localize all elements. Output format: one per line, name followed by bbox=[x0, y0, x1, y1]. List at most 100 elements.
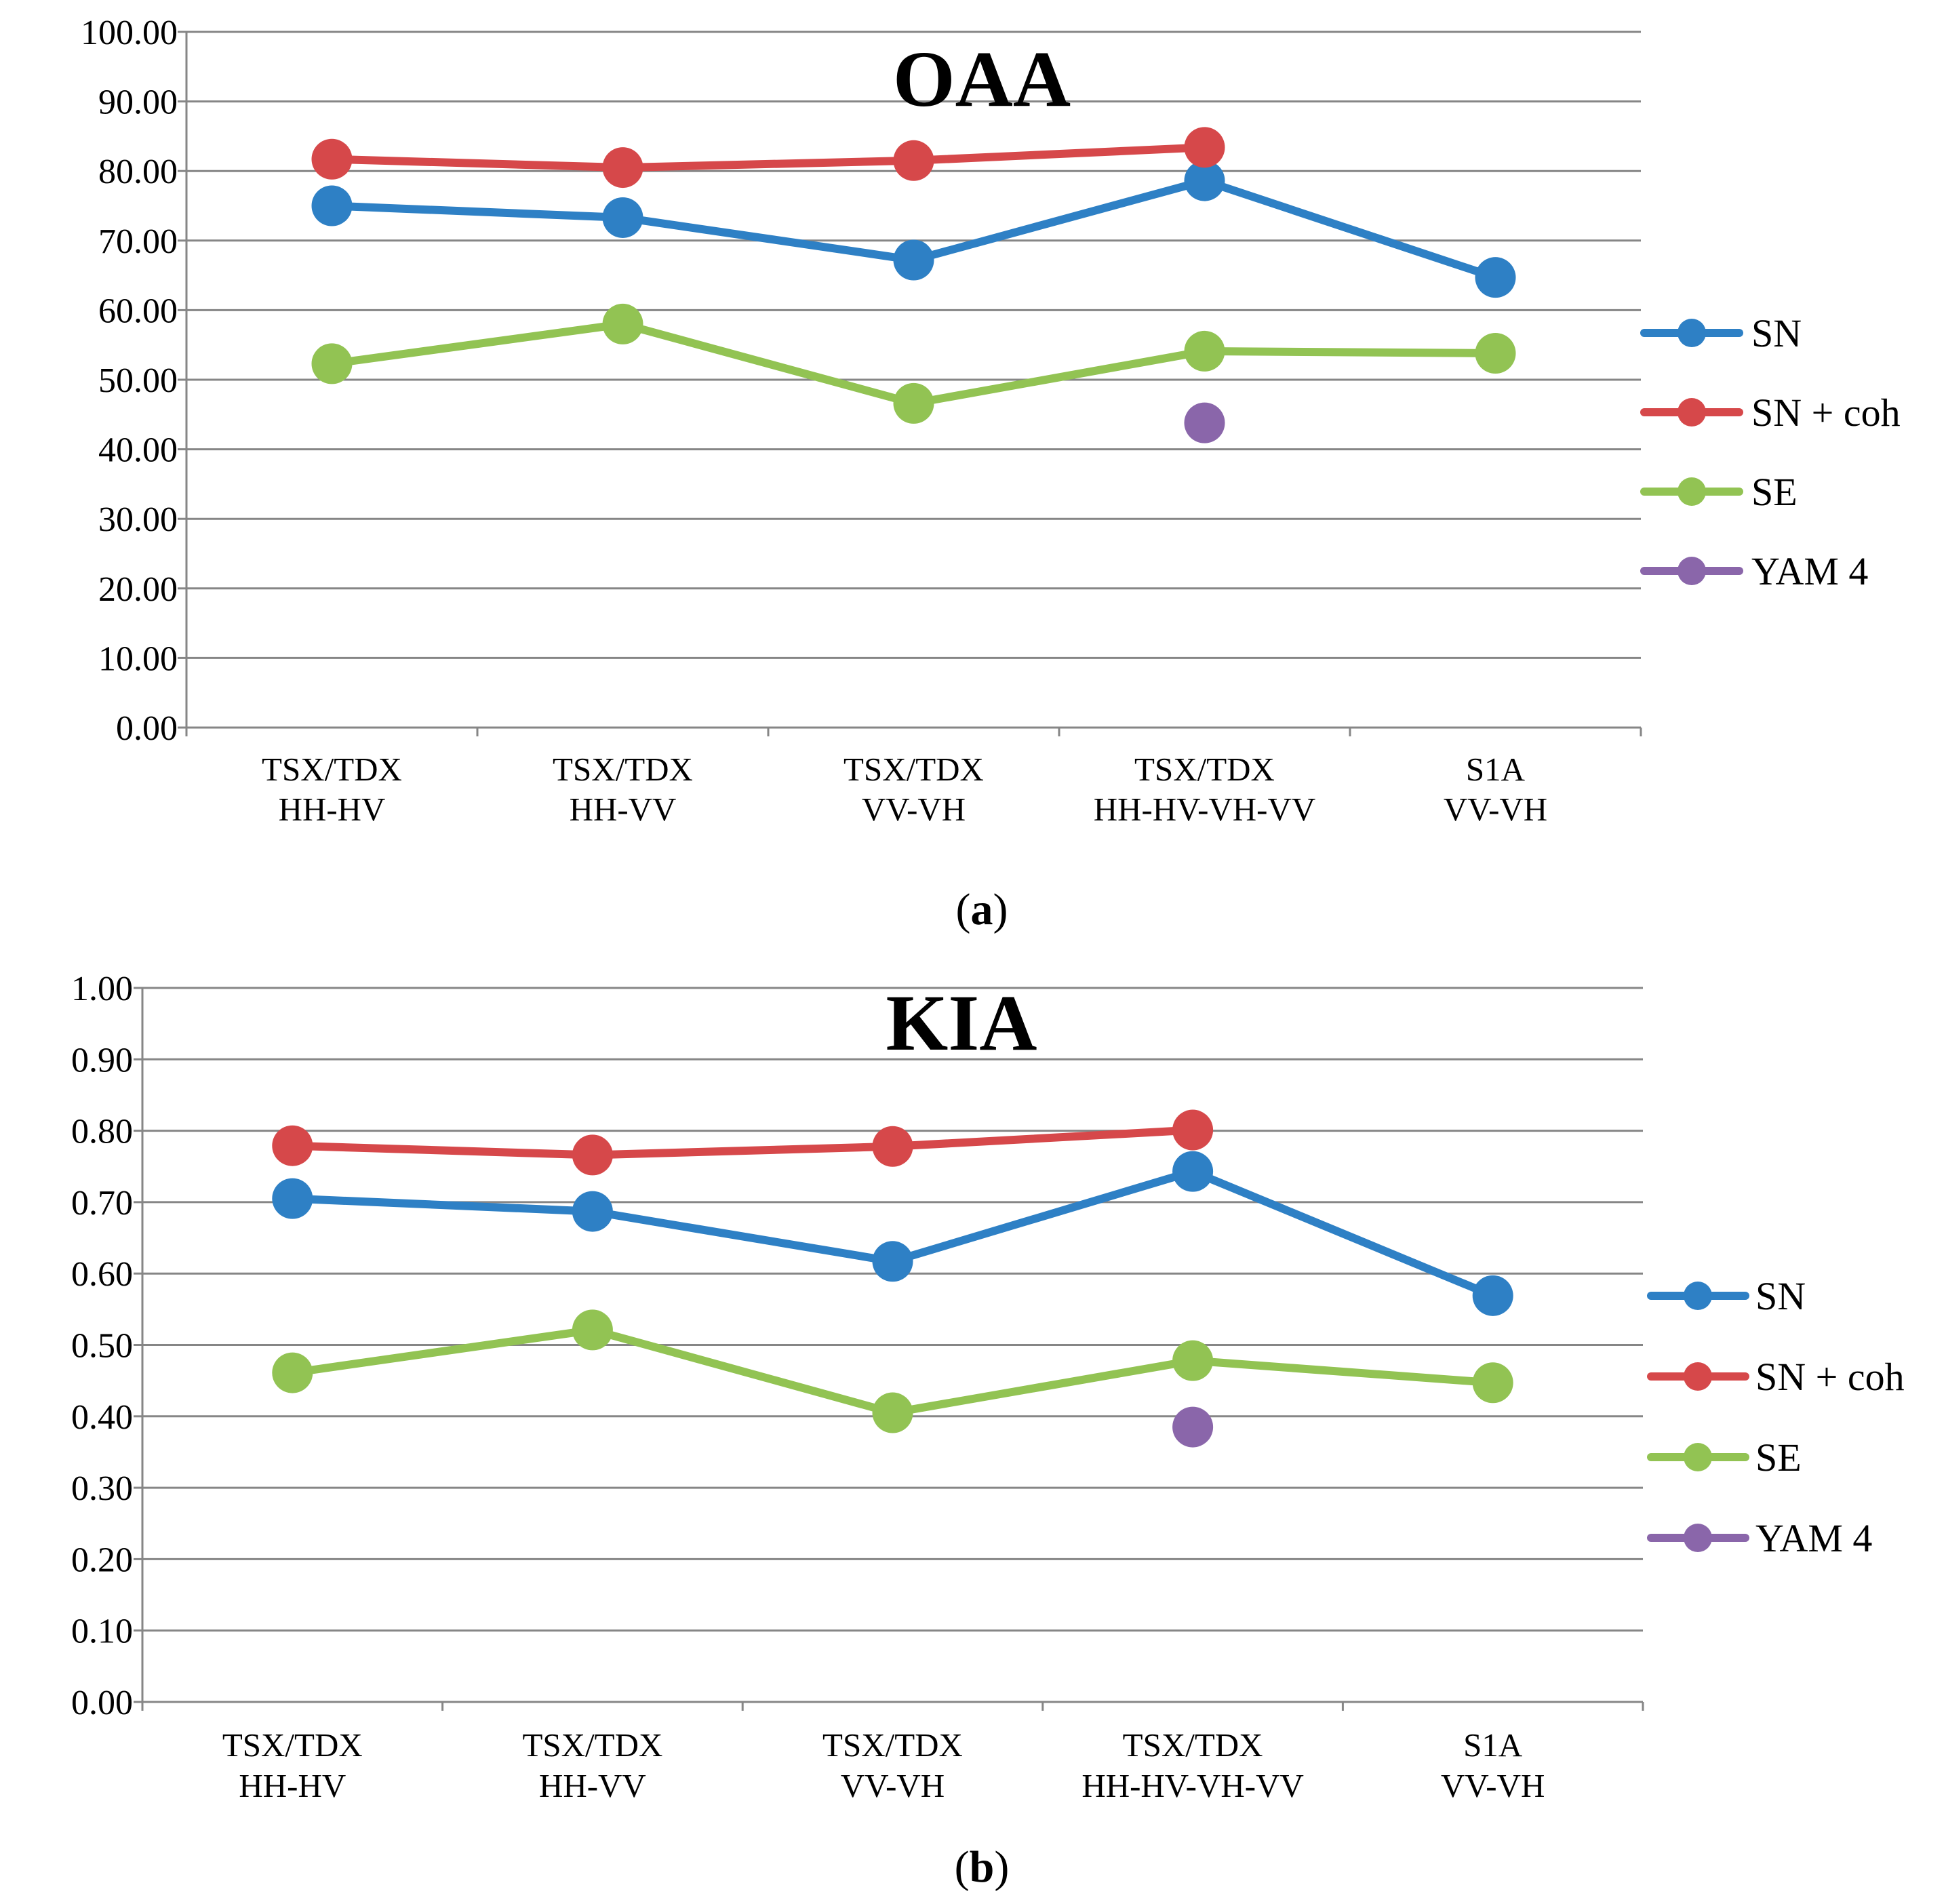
oaa-sn-point bbox=[1475, 257, 1516, 298]
oaa-se-point bbox=[1475, 333, 1516, 374]
kia-x-tick-label: VV-VH bbox=[1441, 1767, 1545, 1804]
kia-y-tick-label: 0.00 bbox=[71, 1684, 133, 1722]
kia-y-tick-label: 0.50 bbox=[71, 1327, 133, 1366]
kia-legend-swatch-marker bbox=[1684, 1524, 1712, 1552]
oaa-legend-item-se: SE bbox=[1640, 470, 1798, 514]
kia-x-tick-label: TSX/TDX bbox=[1123, 1726, 1263, 1764]
kia-legend-item-sn-coh: SN + coh bbox=[1647, 1355, 1905, 1399]
oaa-se-point bbox=[311, 343, 353, 384]
kia-series-yam-4 bbox=[1172, 1406, 1214, 1448]
oaa-x-tick-label: TSX/TDX bbox=[553, 751, 693, 788]
panel-a-caption: (a) bbox=[956, 885, 1008, 934]
oaa-legend-swatch-marker bbox=[1677, 398, 1706, 427]
kia-y-tick-label: 0.60 bbox=[71, 1255, 133, 1294]
oaa-y-tick-label: 0.00 bbox=[116, 709, 178, 748]
kia-sn-point bbox=[572, 1191, 613, 1232]
kia-x-tick-label: TSX/TDX bbox=[822, 1726, 963, 1764]
kia-sn-point bbox=[1472, 1275, 1513, 1316]
kia-legend-swatch-marker bbox=[1684, 1362, 1712, 1391]
oaa-series-se bbox=[311, 303, 1516, 424]
oaa-sn-coh-line bbox=[327, 143, 1209, 172]
oaa-se-point bbox=[1184, 330, 1225, 372]
oaa-sn-point bbox=[311, 185, 353, 226]
kia-legend-label: YAM 4 bbox=[1755, 1516, 1872, 1560]
caption-close-paren: ) bbox=[993, 885, 1008, 934]
kia-sn-coh-point bbox=[272, 1125, 313, 1166]
kia-series-sn bbox=[272, 1151, 1513, 1316]
oaa-sn-point bbox=[1184, 160, 1225, 201]
oaa-yam-4-point bbox=[1184, 402, 1225, 443]
kia-x-tick-label: HH-VV bbox=[539, 1767, 646, 1804]
kia-x-tick-labels: TSX/TDXHH-HVTSX/TDXHH-VVTSX/TDXVV-VHTSX/… bbox=[222, 1726, 1545, 1804]
oaa-y-tick-label: 20.00 bbox=[98, 570, 178, 609]
kia-sn-coh-point bbox=[872, 1126, 913, 1167]
kia-se-point bbox=[272, 1352, 313, 1393]
panel-b-kia-chart: 0.00 0.10 0.20 0.30 0.40 0.50 0.60 0.70 0.80 0.90… bbox=[71, 970, 1905, 1892]
panel-b-caption: (b) bbox=[955, 1842, 1010, 1892]
kia-x-tick-label: HH-HV bbox=[239, 1767, 346, 1804]
oaa-y-tick-label: 100.00 bbox=[81, 14, 178, 52]
kia-legend-label: SE bbox=[1755, 1435, 1802, 1480]
caption-close-paren: ) bbox=[994, 1842, 1009, 1892]
oaa-series-yam-4 bbox=[1184, 402, 1225, 443]
kia-legend-swatch-marker bbox=[1684, 1282, 1712, 1310]
oaa-x-tick-label: HH-VV bbox=[570, 791, 677, 828]
oaa-x-tick-label: VV-VH bbox=[1444, 791, 1547, 828]
kia-axes bbox=[134, 987, 1644, 1711]
kia-legend-item-yam-4: YAM 4 bbox=[1647, 1516, 1872, 1560]
kia-y-tick-label: 1.00 bbox=[71, 970, 133, 1008]
kia-sn-point bbox=[272, 1178, 313, 1219]
oaa-y-tick-label: 80.00 bbox=[98, 153, 178, 191]
oaa-y-tick-label: 30.00 bbox=[98, 500, 178, 539]
kia-x-tick-label: HH-HV-VH-VV bbox=[1081, 1767, 1304, 1804]
kia-sn-point bbox=[872, 1241, 913, 1282]
kia-se-point bbox=[1472, 1362, 1513, 1404]
kia-sn-coh-point bbox=[572, 1134, 613, 1176]
kia-y-tick-label: 0.80 bbox=[71, 1113, 133, 1151]
oaa-y-tick-label: 40.00 bbox=[98, 431, 178, 470]
oaa-sn-point bbox=[893, 239, 934, 281]
caption-letter: a bbox=[971, 885, 993, 934]
kia-sn-point bbox=[1172, 1151, 1214, 1192]
kia-legend: SN SN + coh SE YAM 4 bbox=[1647, 1274, 1905, 1560]
kia-x-tick-label: TSX/TDX bbox=[522, 1726, 662, 1764]
oaa-sn-coh-point bbox=[893, 140, 934, 181]
kia-sn-coh-point bbox=[1172, 1109, 1214, 1151]
panel-a-oaa-chart: 0.00 10.00 20.00 30.00 40.00 50.00 60.00 70.00 8… bbox=[81, 14, 1901, 934]
kia-se-point bbox=[872, 1392, 913, 1433]
kia-y-tick-labels: 0.00 0.10 0.20 0.30 0.40 0.50 0.60 0.70 0.80 0.90… bbox=[71, 970, 133, 1722]
kia-se-point bbox=[572, 1309, 613, 1351]
oaa-legend-label: YAM 4 bbox=[1751, 549, 1868, 593]
kia-sn-coh-line bbox=[288, 1126, 1197, 1159]
oaa-sn-point bbox=[602, 197, 643, 238]
kia-legend-label: SN + coh bbox=[1755, 1355, 1905, 1399]
oaa-x-tick-labels: TSX/TDXHH-HVTSX/TDXHH-VVTSX/TDXVV-VHTSX/… bbox=[262, 751, 1547, 828]
oaa-y-tick-labels: 0.00 10.00 20.00 30.00 40.00 50.00 60.00 70.00 8… bbox=[81, 14, 178, 748]
kia-series bbox=[272, 1109, 1513, 1448]
oaa-legend-label: SE bbox=[1751, 470, 1798, 514]
oaa-y-tick-label: 50.00 bbox=[98, 361, 178, 400]
oaa-sn-coh-point bbox=[602, 147, 643, 189]
oaa-x-tick-label: HH-HV bbox=[279, 791, 386, 828]
kia-se-point bbox=[1172, 1340, 1214, 1381]
kia-y-tick-label: 0.70 bbox=[71, 1184, 133, 1223]
oaa-se-point bbox=[893, 382, 934, 424]
oaa-y-tick-label: 60.00 bbox=[98, 292, 178, 330]
oaa-sn-coh-point bbox=[1184, 127, 1225, 168]
caption-open-paren: ( bbox=[956, 885, 971, 934]
kia-y-tick-label: 0.10 bbox=[71, 1612, 133, 1651]
caption-open-paren: ( bbox=[955, 1842, 970, 1892]
kia-y-tick-label: 0.40 bbox=[71, 1398, 133, 1437]
oaa-legend-label: SN + coh bbox=[1751, 391, 1901, 435]
kia-y-tick-label: 0.20 bbox=[71, 1541, 133, 1579]
oaa-legend-label: SN bbox=[1751, 311, 1802, 355]
kia-y-tick-label: 0.30 bbox=[71, 1469, 133, 1508]
oaa-legend-swatch-marker bbox=[1677, 477, 1706, 506]
oaa-x-tick-label: VV-VH bbox=[862, 791, 966, 828]
kia-legend-swatch-marker bbox=[1684, 1443, 1712, 1471]
kia-legend-item-sn: SN bbox=[1647, 1274, 1806, 1318]
oaa-series bbox=[311, 127, 1516, 443]
kia-x-tick-label: TSX/TDX bbox=[222, 1726, 363, 1764]
oaa-y-tick-label: 10.00 bbox=[98, 639, 178, 678]
